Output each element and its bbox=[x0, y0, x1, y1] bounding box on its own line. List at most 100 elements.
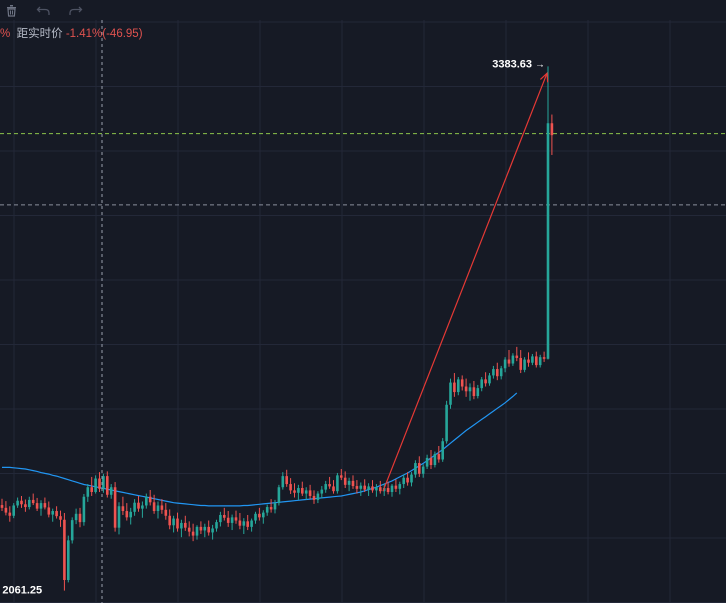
candle[interactable] bbox=[160, 499, 164, 514]
candle[interactable] bbox=[445, 400, 448, 444]
moving-average-line[interactable] bbox=[2, 392, 518, 507]
candle[interactable] bbox=[195, 525, 199, 540]
candle[interactable] bbox=[98, 472, 101, 492]
candle[interactable] bbox=[117, 502, 121, 535]
candle[interactable] bbox=[515, 346, 519, 362]
candle[interactable] bbox=[414, 460, 417, 478]
candle[interactable] bbox=[402, 474, 405, 489]
candle[interactable] bbox=[433, 451, 437, 468]
candle[interactable] bbox=[363, 479, 366, 492]
trend-arrow[interactable] bbox=[382, 72, 549, 492]
candle[interactable] bbox=[8, 506, 12, 522]
candle[interactable] bbox=[180, 519, 183, 538]
candle[interactable] bbox=[215, 519, 218, 532]
candle[interactable] bbox=[238, 512, 242, 530]
candle[interactable] bbox=[371, 480, 374, 493]
candle[interactable] bbox=[312, 490, 316, 504]
candle[interactable] bbox=[133, 499, 136, 516]
candle[interactable] bbox=[538, 354, 542, 368]
candle[interactable] bbox=[269, 499, 273, 513]
candle[interactable] bbox=[226, 511, 230, 527]
candle[interactable] bbox=[199, 521, 203, 535]
candle[interactable] bbox=[316, 491, 320, 504]
candle[interactable] bbox=[168, 509, 171, 530]
candle[interactable] bbox=[535, 351, 538, 368]
candle[interactable] bbox=[156, 501, 160, 519]
candle[interactable] bbox=[129, 507, 132, 525]
candle[interactable] bbox=[277, 484, 281, 506]
candle[interactable] bbox=[187, 521, 191, 537]
candle[interactable] bbox=[148, 490, 152, 506]
candle[interactable] bbox=[453, 373, 456, 397]
candle[interactable] bbox=[273, 499, 277, 514]
candle[interactable] bbox=[35, 497, 39, 512]
candle[interactable] bbox=[70, 517, 74, 544]
candle[interactable] bbox=[468, 383, 472, 401]
candle[interactable] bbox=[336, 472, 339, 494]
candle[interactable] bbox=[24, 499, 27, 512]
candle[interactable] bbox=[527, 352, 530, 367]
candle[interactable] bbox=[546, 66, 550, 360]
candle[interactable] bbox=[250, 518, 253, 532]
candle[interactable] bbox=[113, 482, 117, 532]
candle[interactable] bbox=[63, 512, 66, 591]
candle[interactable] bbox=[457, 377, 460, 396]
candle[interactable] bbox=[511, 353, 515, 366]
candle[interactable] bbox=[67, 535, 70, 583]
candle[interactable] bbox=[16, 497, 19, 508]
candle[interactable] bbox=[47, 501, 51, 518]
candle[interactable] bbox=[386, 481, 390, 495]
candle[interactable] bbox=[390, 484, 394, 497]
candle[interactable] bbox=[394, 479, 398, 492]
candle[interactable] bbox=[421, 464, 425, 478]
candle[interactable] bbox=[12, 503, 15, 519]
candle[interactable] bbox=[425, 454, 429, 469]
candle[interactable] bbox=[211, 524, 214, 540]
candle[interactable] bbox=[51, 508, 54, 522]
candle[interactable] bbox=[285, 469, 288, 487]
candle[interactable] bbox=[472, 380, 476, 400]
candle[interactable] bbox=[207, 520, 210, 536]
candle[interactable] bbox=[55, 506, 58, 519]
candle[interactable] bbox=[164, 503, 168, 520]
candle[interactable] bbox=[531, 354, 534, 366]
candle[interactable] bbox=[406, 472, 409, 486]
trash-icon[interactable] bbox=[2, 1, 20, 19]
candle[interactable] bbox=[102, 473, 105, 493]
candle[interactable] bbox=[367, 483, 370, 496]
candle[interactable] bbox=[90, 476, 93, 496]
candle[interactable] bbox=[550, 114, 554, 155]
candle[interactable] bbox=[418, 456, 421, 477]
candles[interactable] bbox=[0, 66, 554, 591]
candle[interactable] bbox=[219, 511, 222, 527]
candle[interactable] bbox=[441, 438, 444, 462]
candle[interactable] bbox=[281, 472, 285, 490]
undo-icon[interactable] bbox=[34, 1, 52, 19]
candle[interactable] bbox=[234, 510, 238, 524]
candle[interactable] bbox=[499, 365, 503, 380]
candle[interactable] bbox=[542, 351, 546, 362]
candle[interactable] bbox=[184, 515, 187, 531]
candle[interactable] bbox=[460, 375, 464, 391]
candle[interactable] bbox=[258, 507, 261, 521]
candle[interactable] bbox=[176, 512, 179, 532]
candle[interactable] bbox=[324, 480, 327, 493]
candle[interactable] bbox=[304, 487, 308, 500]
candle[interactable] bbox=[59, 510, 62, 527]
candle[interactable] bbox=[78, 507, 82, 528]
candle[interactable] bbox=[31, 493, 35, 506]
candle[interactable] bbox=[449, 378, 452, 409]
candle[interactable] bbox=[429, 449, 433, 469]
candle[interactable] bbox=[507, 350, 511, 367]
candle[interactable] bbox=[519, 350, 522, 374]
candle[interactable] bbox=[476, 384, 480, 399]
candle[interactable] bbox=[359, 482, 363, 496]
candle[interactable] bbox=[109, 484, 113, 499]
candle[interactable] bbox=[265, 504, 269, 516]
candle[interactable] bbox=[262, 510, 265, 524]
candle[interactable] bbox=[121, 496, 125, 515]
candle[interactable] bbox=[503, 357, 507, 373]
candle[interactable] bbox=[484, 372, 487, 387]
candle[interactable] bbox=[293, 483, 296, 498]
